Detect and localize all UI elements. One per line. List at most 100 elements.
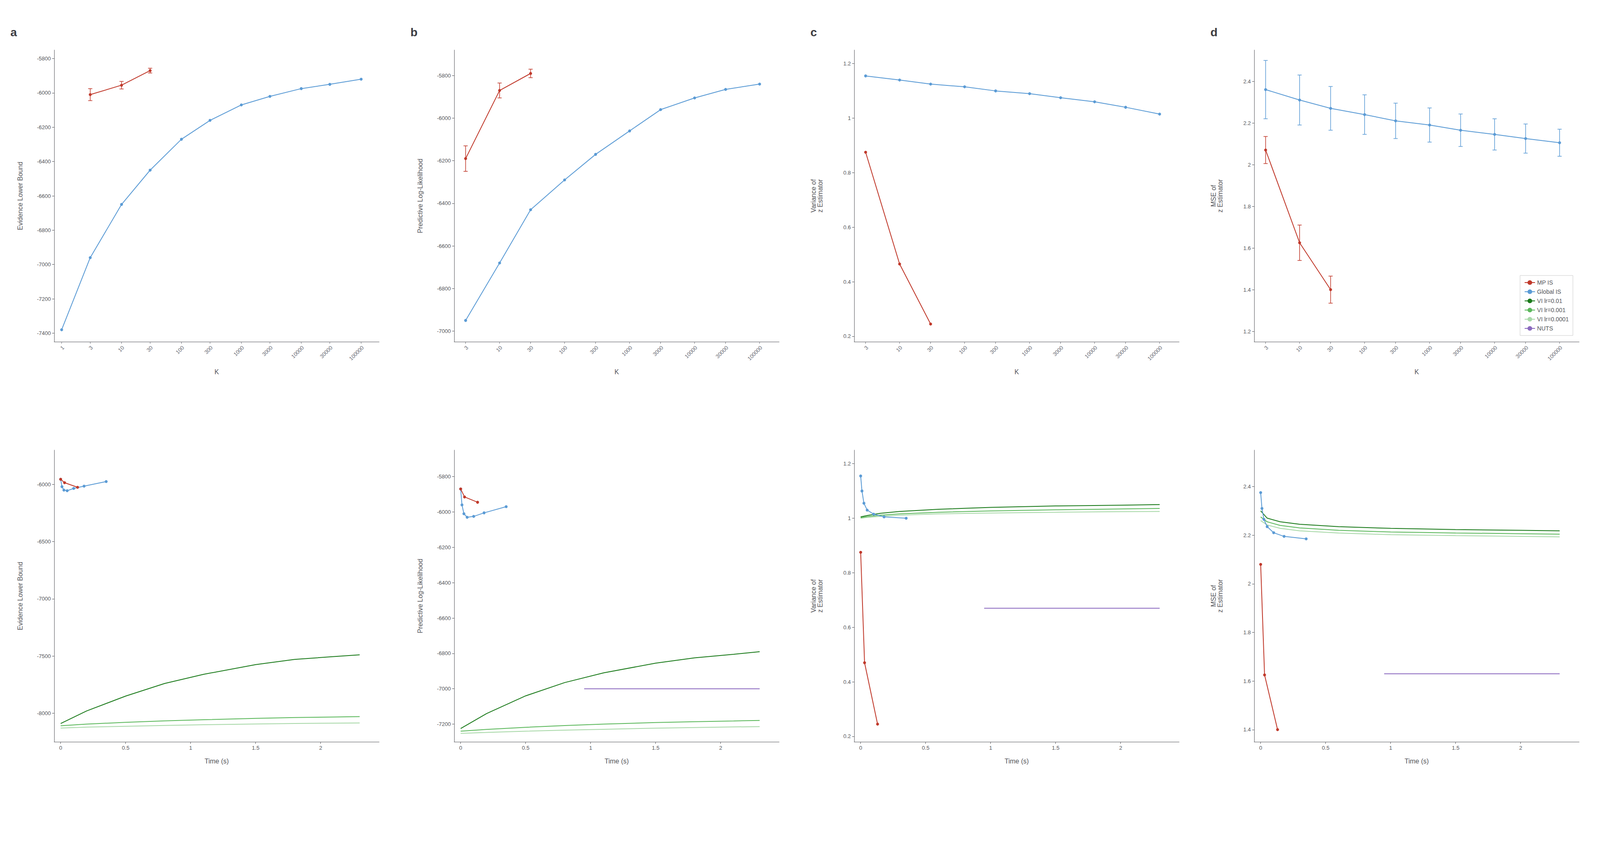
- svg-text:b: b: [410, 25, 418, 39]
- svg-text:VI lr=0.01: VI lr=0.01: [1537, 297, 1563, 305]
- svg-text:1.8: 1.8: [1243, 203, 1251, 210]
- svg-text:-6000: -6000: [437, 115, 451, 122]
- svg-text:Variance of: Variance of: [810, 579, 818, 613]
- svg-text:300: 300: [202, 344, 214, 356]
- svg-text:-5800: -5800: [437, 72, 451, 79]
- svg-text:3: 3: [862, 344, 870, 352]
- svg-text:K: K: [1014, 368, 1020, 376]
- svg-text:0.5: 0.5: [122, 744, 130, 751]
- svg-text:3000: 3000: [1451, 344, 1465, 358]
- svg-text:NUTS: NUTS: [1537, 325, 1553, 332]
- svg-text:2: 2: [1519, 744, 1523, 751]
- svg-text:300: 300: [988, 344, 1000, 356]
- svg-text:Time (s): Time (s): [204, 757, 229, 765]
- svg-text:1000: 1000: [1420, 344, 1434, 358]
- svg-text:a: a: [10, 25, 18, 39]
- svg-text:0.2: 0.2: [843, 332, 851, 340]
- svg-text:0.8: 0.8: [843, 169, 851, 176]
- svg-text:Evidence Lower Bound: Evidence Lower Bound: [16, 561, 24, 631]
- svg-text:1000: 1000: [1020, 344, 1034, 358]
- svg-text:-6000: -6000: [37, 89, 51, 96]
- svg-text:30: 30: [145, 344, 155, 354]
- svg-text:3: 3: [462, 344, 470, 352]
- svg-text:0.6: 0.6: [843, 624, 851, 631]
- svg-text:2: 2: [1247, 580, 1251, 587]
- svg-text:1.6: 1.6: [1243, 245, 1251, 252]
- svg-text:100000: 100000: [1146, 344, 1164, 362]
- svg-text:MSE of: MSE of: [1210, 184, 1218, 207]
- svg-text:-7000: -7000: [37, 595, 51, 602]
- svg-text:0: 0: [859, 744, 863, 751]
- svg-text:-7000: -7000: [437, 327, 451, 335]
- svg-text:Predictive Log-Likelihood: Predictive Log-Likelihood: [416, 558, 424, 634]
- svg-text:Predictive Log-Likelihood: Predictive Log-Likelihood: [416, 158, 424, 234]
- svg-text:1: 1: [847, 515, 851, 522]
- svg-text:1.2: 1.2: [843, 60, 851, 67]
- svg-text:-6600: -6600: [437, 615, 451, 622]
- svg-text:100: 100: [174, 344, 186, 356]
- svg-text:2.2: 2.2: [1243, 120, 1251, 127]
- svg-text:1.8: 1.8: [1243, 629, 1251, 636]
- svg-text:K: K: [614, 368, 620, 376]
- svg-text:1: 1: [589, 744, 593, 751]
- svg-text:1.5: 1.5: [1452, 744, 1460, 751]
- svg-text:K: K: [1414, 368, 1420, 376]
- svg-text:100: 100: [557, 344, 569, 356]
- svg-text:-7400: -7400: [37, 330, 51, 337]
- svg-text:0.8: 0.8: [843, 569, 851, 576]
- svg-text:100: 100: [957, 344, 969, 356]
- svg-text:-5800: -5800: [37, 55, 51, 62]
- svg-text:10000: 10000: [1083, 344, 1099, 360]
- svg-text:Time (s): Time (s): [1404, 757, 1429, 765]
- svg-text:-6800: -6800: [37, 227, 51, 234]
- svg-text:z Estimator: z Estimator: [816, 178, 824, 213]
- svg-text:2: 2: [719, 744, 723, 751]
- svg-text:10000: 10000: [683, 344, 699, 360]
- svg-text:1: 1: [989, 744, 993, 751]
- svg-text:1.5: 1.5: [252, 744, 260, 751]
- svg-text:1.6: 1.6: [1243, 677, 1251, 685]
- svg-text:1000: 1000: [232, 344, 245, 358]
- svg-text:1.2: 1.2: [1243, 328, 1251, 335]
- svg-text:30000: 30000: [1514, 344, 1530, 360]
- svg-text:0.2: 0.2: [843, 732, 851, 740]
- svg-text:VI lr=0.0001: VI lr=0.0001: [1537, 315, 1569, 323]
- svg-text:1: 1: [1389, 744, 1393, 751]
- svg-text:1000: 1000: [620, 344, 634, 358]
- svg-text:10: 10: [116, 344, 126, 354]
- svg-text:0: 0: [59, 744, 63, 751]
- svg-text:300: 300: [1388, 344, 1400, 356]
- svg-text:30000: 30000: [714, 344, 730, 360]
- svg-text:0: 0: [459, 744, 463, 751]
- svg-text:0.5: 0.5: [522, 744, 530, 751]
- svg-text:Time (s): Time (s): [1004, 757, 1029, 765]
- svg-text:-5800: -5800: [437, 473, 451, 480]
- svg-text:1: 1: [189, 744, 193, 751]
- svg-text:-6500: -6500: [37, 538, 51, 545]
- svg-text:-7200: -7200: [37, 295, 51, 303]
- svg-text:-6400: -6400: [37, 158, 51, 165]
- svg-text:K: K: [214, 368, 220, 376]
- svg-text:30: 30: [525, 344, 535, 354]
- svg-text:VI lr=0.001: VI lr=0.001: [1537, 306, 1566, 314]
- svg-text:3000: 3000: [1051, 344, 1065, 358]
- svg-text:Variance of: Variance of: [810, 179, 818, 213]
- svg-text:1.4: 1.4: [1243, 726, 1251, 733]
- svg-text:1.5: 1.5: [1052, 744, 1060, 751]
- svg-text:10: 10: [1295, 344, 1304, 354]
- svg-text:-6200: -6200: [437, 544, 451, 551]
- svg-text:2: 2: [319, 744, 323, 751]
- svg-text:10: 10: [895, 344, 904, 354]
- svg-text:1: 1: [847, 115, 851, 122]
- svg-text:3: 3: [87, 344, 95, 352]
- svg-text:-7000: -7000: [37, 261, 51, 268]
- svg-text:3: 3: [1262, 344, 1270, 352]
- svg-text:1: 1: [59, 344, 66, 352]
- svg-text:0.5: 0.5: [1322, 744, 1330, 751]
- svg-text:z Estimator: z Estimator: [1216, 578, 1224, 613]
- svg-text:-6200: -6200: [37, 124, 51, 131]
- svg-text:-8000: -8000: [37, 710, 51, 717]
- svg-text:-7500: -7500: [37, 652, 51, 660]
- svg-text:Global IS: Global IS: [1537, 288, 1562, 295]
- svg-text:100000: 100000: [1546, 344, 1564, 362]
